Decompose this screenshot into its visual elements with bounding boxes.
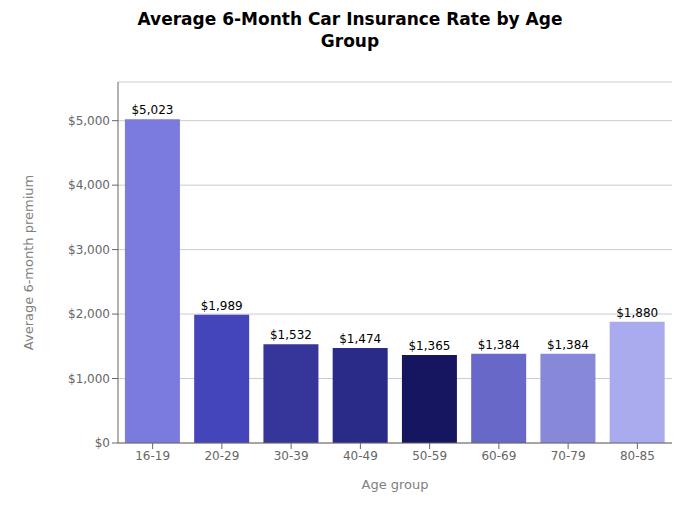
- svg-text:$4,000: $4,000: [68, 179, 110, 193]
- svg-text:$1,000: $1,000: [68, 372, 110, 386]
- svg-text:$1,365: $1,365: [408, 339, 450, 353]
- svg-text:50-59: 50-59: [412, 449, 447, 463]
- svg-text:$1,384: $1,384: [478, 338, 520, 352]
- svg-text:$0: $0: [95, 436, 110, 450]
- svg-text:$1,532: $1,532: [270, 328, 312, 342]
- svg-text:60-69: 60-69: [481, 449, 516, 463]
- svg-text:Age group: Age group: [361, 477, 428, 492]
- svg-text:$1,880: $1,880: [616, 306, 658, 320]
- html-text:Average 6-Month Car Insurance: Average 6-Month Car Insurance Rate by Ag…: [137, 9, 563, 52]
- svg-text:80-85: 80-85: [620, 449, 655, 463]
- svg-text:$1,474: $1,474: [339, 332, 381, 346]
- svg-text:70-79: 70-79: [551, 449, 586, 463]
- svg-text:20-29: 20-29: [204, 449, 239, 463]
- svg-text:$1,989: $1,989: [201, 299, 243, 313]
- svg-text:30-39: 30-39: [274, 449, 309, 463]
- svg-text:$2,000: $2,000: [68, 308, 110, 322]
- svg-text:16-19: 16-19: [135, 449, 170, 463]
- svg-text:$1,384: $1,384: [547, 338, 589, 352]
- svg-text:40-49: 40-49: [343, 449, 378, 463]
- svg-text:$5,023: $5,023: [131, 103, 173, 117]
- svg-text:Average 6-month premium: Average 6-month premium: [21, 175, 36, 350]
- svg-text:$3,000: $3,000: [68, 243, 110, 257]
- svg-text:$5,000: $5,000: [68, 114, 110, 128]
